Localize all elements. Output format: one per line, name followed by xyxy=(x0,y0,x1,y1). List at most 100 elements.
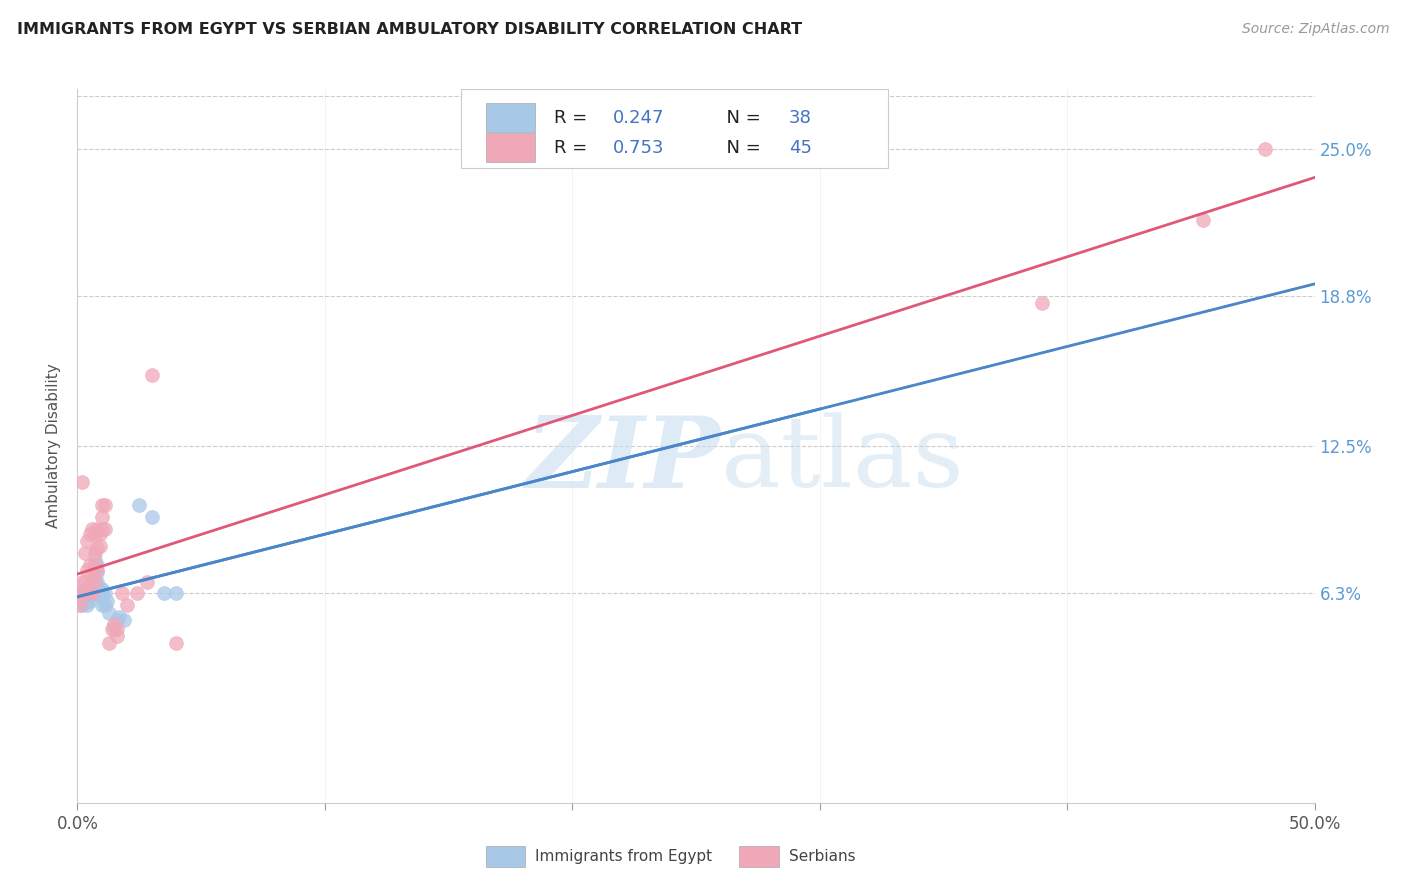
Point xyxy=(103,622,125,636)
Point xyxy=(79,582,101,596)
Point xyxy=(69,586,91,600)
Point xyxy=(79,527,101,541)
Point xyxy=(69,593,91,607)
Point xyxy=(79,558,101,572)
Text: Source: ZipAtlas.com: Source: ZipAtlas.com xyxy=(1241,22,1389,37)
Point xyxy=(73,574,96,589)
Bar xyxy=(485,846,526,867)
Point xyxy=(91,582,114,596)
Text: Immigrants from Egypt: Immigrants from Egypt xyxy=(536,849,713,863)
Point xyxy=(79,586,101,600)
Point xyxy=(93,522,115,536)
Point xyxy=(82,522,104,536)
Point xyxy=(76,563,98,577)
Point xyxy=(73,586,96,600)
Text: ZIP: ZIP xyxy=(526,412,721,508)
Point xyxy=(125,586,148,600)
Point xyxy=(165,586,187,600)
Point xyxy=(86,574,108,589)
Point xyxy=(72,475,94,489)
Point xyxy=(105,613,128,627)
Point xyxy=(89,527,111,541)
Point xyxy=(89,539,111,553)
Point xyxy=(83,563,105,577)
Point xyxy=(72,574,94,589)
Point xyxy=(112,613,135,627)
Point xyxy=(128,499,150,513)
Point xyxy=(1031,296,1053,310)
Point xyxy=(76,593,98,607)
Point xyxy=(93,499,115,513)
Point xyxy=(86,522,108,536)
Point xyxy=(83,553,105,567)
Point xyxy=(72,586,94,600)
Text: 45: 45 xyxy=(789,139,811,157)
Bar xyxy=(485,103,536,132)
Point xyxy=(69,589,91,603)
Point xyxy=(115,599,138,613)
Point xyxy=(72,599,94,613)
Point xyxy=(1192,213,1215,227)
Bar xyxy=(485,134,536,162)
Point xyxy=(83,558,105,572)
Y-axis label: Ambulatory Disability: Ambulatory Disability xyxy=(46,364,62,528)
Point xyxy=(93,586,115,600)
Text: atlas: atlas xyxy=(721,412,963,508)
Point xyxy=(98,606,121,620)
Point xyxy=(82,570,104,584)
Text: 0.247: 0.247 xyxy=(613,109,665,127)
Point xyxy=(86,563,108,577)
Text: IMMIGRANTS FROM EGYPT VS SERBIAN AMBULATORY DISABILITY CORRELATION CHART: IMMIGRANTS FROM EGYPT VS SERBIAN AMBULAT… xyxy=(17,22,801,37)
Point xyxy=(141,510,163,524)
Point xyxy=(83,558,105,572)
Point xyxy=(76,534,98,549)
Point xyxy=(93,599,115,613)
Point xyxy=(135,574,157,589)
Text: R =: R = xyxy=(554,109,593,127)
Point xyxy=(89,586,111,600)
Point xyxy=(98,636,121,650)
Point xyxy=(101,622,124,636)
Point xyxy=(91,599,114,613)
Point xyxy=(86,586,108,600)
Text: N =: N = xyxy=(714,139,766,157)
Point xyxy=(79,593,101,607)
Point xyxy=(76,582,98,596)
Point xyxy=(86,541,108,556)
Point xyxy=(76,599,98,613)
Point xyxy=(69,599,91,613)
Point xyxy=(1254,142,1277,156)
Point xyxy=(83,546,105,560)
Point xyxy=(91,522,114,536)
Point xyxy=(105,622,128,636)
FancyBboxPatch shape xyxy=(461,89,887,168)
Point xyxy=(73,586,96,600)
Point xyxy=(83,574,105,589)
Point xyxy=(76,582,98,596)
Bar xyxy=(740,846,779,867)
Point xyxy=(82,586,104,600)
Point xyxy=(91,589,114,603)
Text: 38: 38 xyxy=(789,109,811,127)
Point xyxy=(111,586,134,600)
Point xyxy=(153,586,176,600)
Point xyxy=(165,636,187,650)
Point xyxy=(82,574,104,589)
Text: Serbians: Serbians xyxy=(789,849,855,863)
Point xyxy=(103,617,125,632)
Text: R =: R = xyxy=(554,139,593,157)
Point xyxy=(86,558,108,572)
Point xyxy=(86,565,108,579)
Point xyxy=(79,589,101,603)
Text: N =: N = xyxy=(714,109,766,127)
Point xyxy=(73,593,96,607)
Text: 0.753: 0.753 xyxy=(613,139,665,157)
Point xyxy=(108,610,131,624)
Point xyxy=(91,499,114,513)
Point xyxy=(141,368,163,382)
Point xyxy=(83,527,105,541)
Point xyxy=(89,582,111,596)
Point xyxy=(73,546,96,560)
Point xyxy=(72,589,94,603)
Point xyxy=(82,586,104,600)
